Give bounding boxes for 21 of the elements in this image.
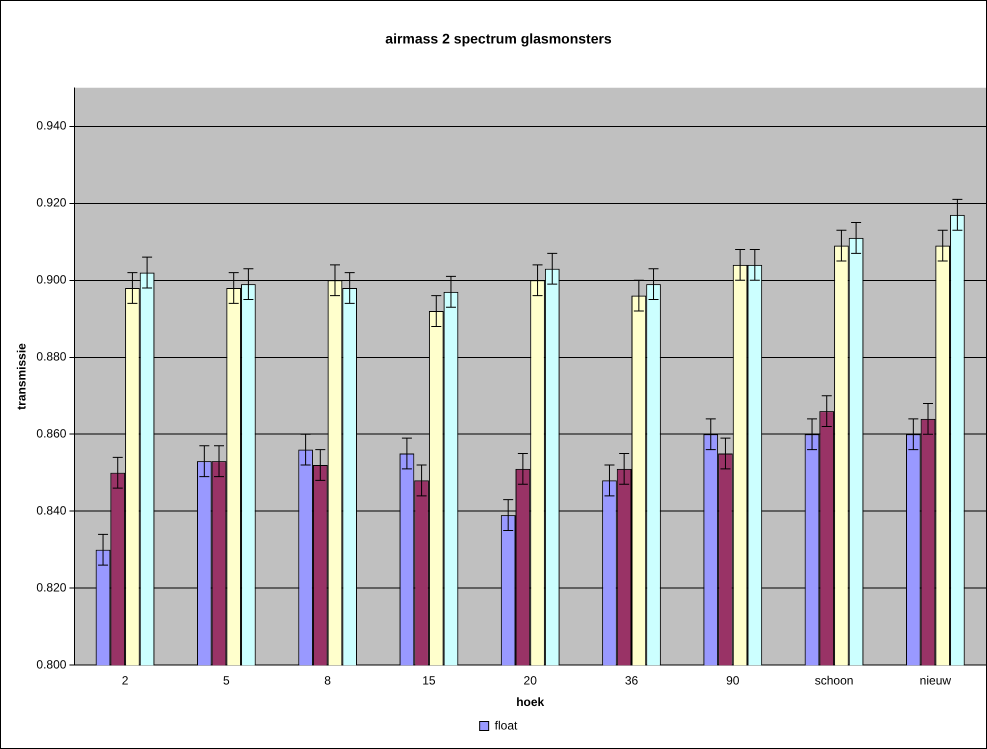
x-tick-label: 2	[122, 674, 129, 688]
y-tick-label: 0.880	[36, 350, 67, 364]
x-tick-label: 5	[223, 674, 230, 688]
legend-label: float	[494, 718, 518, 732]
x-tick-label: schoon	[814, 674, 854, 688]
y-tick-label: 0.820	[36, 580, 67, 595]
y-tick-label: 0.840	[36, 504, 67, 518]
x-tick-label: nieuw	[920, 674, 952, 688]
x-axis-title: hoek	[516, 695, 545, 710]
x-tick-label: 36	[624, 674, 638, 688]
x-tick-label: 15	[422, 674, 436, 688]
x-tick-label: 20	[524, 674, 538, 688]
y-tick-label: 0.900	[36, 272, 67, 287]
y-tick-label: 0.800	[36, 658, 67, 672]
y-tick-label: 0.860	[36, 426, 67, 441]
chart-title: airmass 2 spectrum glasmonsters	[385, 30, 612, 46]
x-tick-label: 90	[726, 674, 740, 688]
y-tick-label: 0.920	[36, 196, 67, 210]
y-tick-label: 0.940	[36, 118, 67, 133]
y-axis-title: transmissie	[14, 342, 29, 410]
x-tick-label: 8	[324, 674, 332, 688]
